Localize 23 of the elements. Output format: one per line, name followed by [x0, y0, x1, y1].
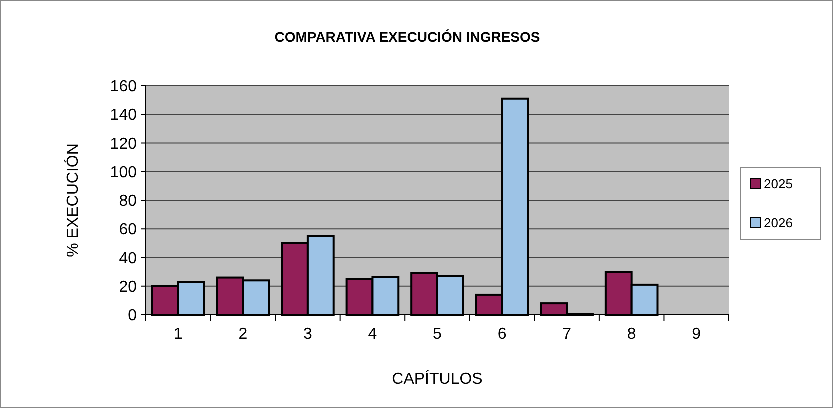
x-tick-label: 2 [238, 326, 248, 343]
y-tick-label: 0 [128, 308, 138, 325]
y-tick-label: 20 [119, 278, 138, 296]
x-tick-label: 4 [368, 326, 378, 343]
y-tick-label: 80 [119, 193, 138, 210]
chart-title: COMPARATIVA EXECUCIÓN INGRESOS [274, 29, 540, 45]
y-tick-label: 40 [119, 250, 138, 268]
y-tick-label: 100 [110, 164, 138, 182]
x-tick-label: 3 [303, 326, 312, 343]
y-axis-title: % EXECUCIÓN [64, 144, 82, 258]
x-tick-label: 1 [174, 326, 183, 343]
x-tick-label: 6 [498, 326, 507, 343]
y-tick-label: 60 [119, 222, 138, 239]
y-tick-label: 160 [110, 78, 138, 96]
legend-label: 2025 [764, 176, 793, 192]
legend-label: 2026 [764, 216, 793, 231]
x-tick-label: 5 [433, 326, 442, 343]
x-axis-title: CAPÍTULOS [392, 370, 483, 388]
y-tick-label: 120 [110, 136, 138, 153]
x-tick-label: 7 [562, 326, 572, 343]
x-tick-label: 8 [627, 326, 636, 343]
x-tick-label: 9 [692, 326, 702, 343]
y-tick-label: 140 [110, 107, 138, 124]
